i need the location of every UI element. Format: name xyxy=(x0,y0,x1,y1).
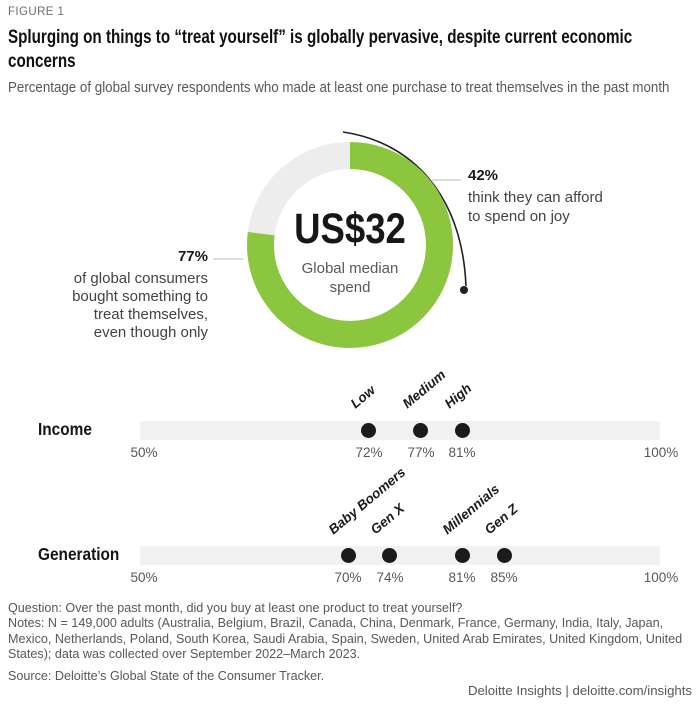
generation-row-label: Generation xyxy=(38,544,120,564)
callout-left-value: 77% xyxy=(177,248,208,265)
income-axis-min: 50% xyxy=(130,445,158,460)
notes-line: Notes: N = 149,000 adults (Australia, Be… xyxy=(8,616,683,662)
question-line: Question: Over the past month, did you b… xyxy=(8,601,463,615)
income-value-high: 81% xyxy=(448,445,476,460)
income-category-label-low: Low xyxy=(347,382,379,412)
income-dot-high xyxy=(455,423,470,438)
callout-left-line: of global consumers xyxy=(73,270,208,287)
generation-category-label-gen-z: Gen Z xyxy=(481,501,521,538)
page-title: Splurging on things to “treat yourself” … xyxy=(8,27,633,72)
donut-chart xyxy=(247,142,453,348)
donut-value-ring xyxy=(247,142,453,348)
income-row-label: Income xyxy=(38,419,92,439)
income-value-low: 72% xyxy=(355,445,383,460)
callout-right-line: think they can afford xyxy=(468,189,603,206)
callout-right: 42% think they can afford to spend on jo… xyxy=(468,167,603,226)
footer-brand: Deloitte Insights | deloitte.com/insight… xyxy=(467,683,692,698)
generation-value-gen-x: 74% xyxy=(376,570,404,585)
generation-band xyxy=(140,546,660,565)
generation-value-gen-z: 85% xyxy=(490,570,518,585)
source-line: Source: Deloitte’s Global State of the C… xyxy=(8,668,325,683)
notes-block: Question: Over the past month, did you b… xyxy=(8,601,700,684)
donut-center-label: Global median spend xyxy=(301,260,399,296)
income-value-medium: 77% xyxy=(407,445,435,460)
figure-label: FIGURE 1 xyxy=(8,6,65,18)
generation-dot-gen-x xyxy=(382,548,397,563)
callout-arc xyxy=(342,131,467,287)
generation-dot-gen-z xyxy=(497,548,512,563)
income-category-label-medium: Medium xyxy=(399,366,449,412)
callout-right-value: 42% xyxy=(468,167,499,184)
generation-axis-min: 50% xyxy=(130,570,158,585)
callout-left-line: even though only xyxy=(93,324,208,341)
income-axis-max: 100% xyxy=(643,445,679,460)
income-dot-low xyxy=(361,423,376,438)
income-band xyxy=(140,421,660,440)
callout-curve-layer xyxy=(213,131,468,294)
generation-value-baby-boomers: 70% xyxy=(334,570,362,585)
callout-left-line: treat themselves, xyxy=(93,306,208,323)
generation-axis-max: 100% xyxy=(643,570,679,585)
generation-value-millennials: 81% xyxy=(448,570,476,585)
generation-dot-baby-boomers xyxy=(341,548,356,563)
income-category-label-high: High xyxy=(441,380,475,412)
callout-left: 77% of global consumers bought something… xyxy=(0,248,208,342)
donut-center-value: US$32 xyxy=(294,205,406,253)
callout-left-line: bought something to xyxy=(72,288,208,305)
callout-right-line: to spend on joy xyxy=(468,208,570,225)
generation-dot-millennials xyxy=(455,548,470,563)
page-subtitle: Percentage of global survey respondents … xyxy=(8,80,670,96)
income-dot-medium xyxy=(413,423,428,438)
callout-end-dot xyxy=(460,286,468,294)
